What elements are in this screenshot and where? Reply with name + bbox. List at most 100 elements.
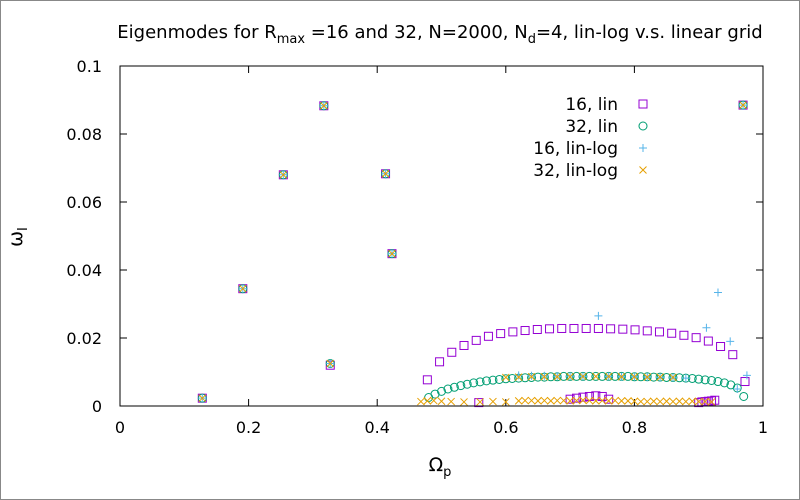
data-point-circle [469,378,479,388]
data-point-x [681,397,690,406]
legend-label: 32, lin [565,117,618,137]
data-point-square [459,340,469,350]
data-point-circle [488,375,498,385]
data-point-x [429,396,438,405]
data-point-square [532,325,542,334]
data-point-square [565,394,575,404]
data-point-x [591,372,600,381]
data-point-x [501,373,510,382]
data-point-square [707,396,717,406]
data-point-square [604,394,614,404]
data-point-circle [533,372,543,382]
data-point-x [591,397,600,405]
y-tick-label: 0.04 [66,261,102,280]
data-point-x [501,398,510,406]
legend-entry: 32, lin [565,117,648,137]
data-point-square [508,327,518,337]
data-point-circle [501,374,511,384]
data-point-plus [713,288,722,297]
data-point-x [238,284,247,293]
data-point-circle [482,376,492,386]
legend-label: 16, lin-log [533,139,618,159]
data-point-x [447,397,455,406]
data-point-x [559,396,568,405]
svg-text:ωI: ωI [5,227,31,247]
x-tick-label: 0.2 [236,418,261,437]
data-point-square [557,323,567,333]
svg-text:Ωp: Ωp [429,454,452,480]
data-point-square [447,347,457,357]
data-point-x [279,170,288,179]
data-point-square [435,357,445,367]
data-point-circle [456,381,466,391]
data-point-square [667,328,677,338]
data-point-circle [475,377,485,387]
data-point-circle [719,378,729,388]
chart-title: Eigenmodes for Rmax =16 and 32, N=2000, … [117,22,762,47]
data-point-x [527,396,536,405]
y-axis-label-main: ω [5,231,27,247]
data-point-x [388,249,396,258]
data-point-square [581,323,591,333]
data-point-x [643,397,652,406]
data-point-x [656,373,664,381]
data-point-square [740,377,750,387]
data-point-x [675,397,684,406]
data-point-x [639,166,647,174]
data-point-x [624,397,632,405]
data-point-x [460,398,468,406]
data-point-circle [739,391,749,401]
data-point-x [739,101,747,109]
x-tick-label: 0.8 [622,418,647,437]
data-point-square [569,323,579,333]
data-point-plus [540,371,549,380]
legend-entry: 32, lin-log [533,161,647,181]
data-point-square [483,331,493,341]
data-point-x [489,397,497,406]
data-point-circle [520,373,530,383]
axis-ticks: 0 0.2 0.4 0.6 0.8 1 0 0.02 0.04 0.06 0.08 0.1 [66,57,768,437]
data-point-x [669,373,677,382]
data-point-plus [594,311,603,320]
x-tick-label: 0 [115,418,125,437]
data-point-square [716,342,726,351]
data-point-x [604,372,613,381]
legend-label: 16, lin [565,95,618,115]
data-point-circle [546,372,556,382]
data-point-x [579,372,587,381]
data-point-x [527,372,536,381]
data-point-square [618,324,628,334]
data-point-x [198,394,207,403]
data-point-square [578,392,588,402]
data-point-square [422,375,432,385]
data-point-plus [742,371,751,380]
data-point-square [496,329,506,339]
data-points [197,100,751,408]
y-tick-label: 0 [92,397,102,416]
data-point-square [638,99,648,109]
data-point-x [319,101,328,110]
y-tick-label: 0.02 [66,329,102,348]
data-point-x [540,372,549,381]
data-point-square [591,391,601,401]
legend-background [477,84,667,194]
data-point-x [572,396,581,405]
data-point-circle [638,121,648,131]
data-point-x [630,372,639,381]
data-point-x [423,397,432,405]
y-tick-label: 0.06 [66,193,102,212]
data-point-x [662,397,671,406]
data-point-x [521,396,529,405]
data-point-x [381,169,390,178]
data-point-square [694,398,704,408]
data-point-circle [443,384,453,394]
legend-label: 32, lin-log [533,161,618,181]
data-point-square [710,395,720,405]
y-axis-label-sub: I [16,227,31,231]
series-group [198,101,751,403]
data-point-circle [591,371,601,381]
data-point-x [643,373,652,381]
y-axis-label: ωI [5,227,31,247]
data-point-square [520,326,530,336]
